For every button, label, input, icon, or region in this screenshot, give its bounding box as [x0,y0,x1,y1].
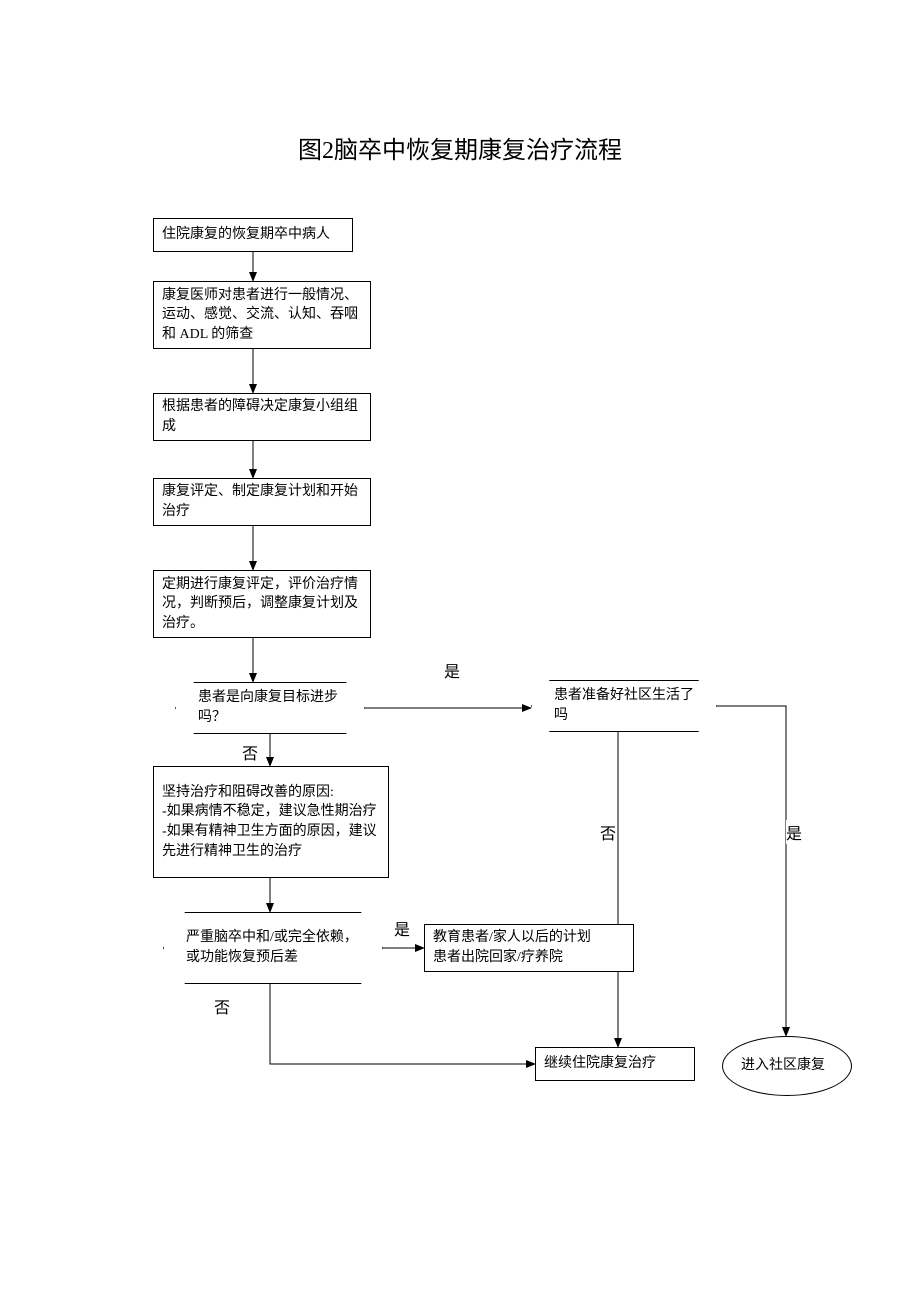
chart-title: 图2脑卒中恢复期康复治疗流程 [0,130,920,165]
node-n2: 康复医师对患者进行一般情况、运动、感觉、交流、认知、吞咽和 ADL 的筛查 [153,281,371,349]
label-l_yes1: 是 [444,658,460,682]
node-n6: 坚持治疗和阻碍改善的原因:-如果病情不稳定，建议急性期治疗-如果有精神卫生方面的… [153,766,389,878]
node-n8: 继续住院康复治疗 [535,1047,695,1081]
node-n5: 定期进行康复评定，评价治疗情况，判断预后，调整康复计划及治疗。 [153,570,371,638]
node-n3: 根据患者的障碍决定康复小组组成 [153,393,371,441]
node-n7: 教育患者/家人以后的计划患者出院回家/疗养院 [424,924,634,972]
node-d1: 患者是向康复目标进步吗？ [175,682,365,734]
flowchart-page: 图2脑卒中恢复期康复治疗流程 住院康复的恢复期卒中病人康复医师对患者进行一般情况… [0,0,920,1301]
node-n4: 康复评定、制定康复计划和开始治疗 [153,478,371,526]
edges-layer [0,0,920,1301]
node-d2: 严重脑卒中和/或完全依赖，或功能恢复预后差 [163,912,383,984]
node-n1: 住院康复的恢复期卒中病人 [153,218,353,252]
label-l_yes2: 是 [786,820,802,844]
label-l_no1: 否 [242,740,258,764]
edge-d3-n9 [717,706,786,1036]
node-d3: 患者准备好社区生活了吗 [531,680,717,732]
label-l_no2: 否 [600,820,616,844]
label-l_no3: 否 [214,994,230,1018]
edge-d2-n8 [270,984,535,1064]
node-n9: 进入社区康复 [722,1036,852,1096]
label-l_yes3: 是 [394,916,410,940]
